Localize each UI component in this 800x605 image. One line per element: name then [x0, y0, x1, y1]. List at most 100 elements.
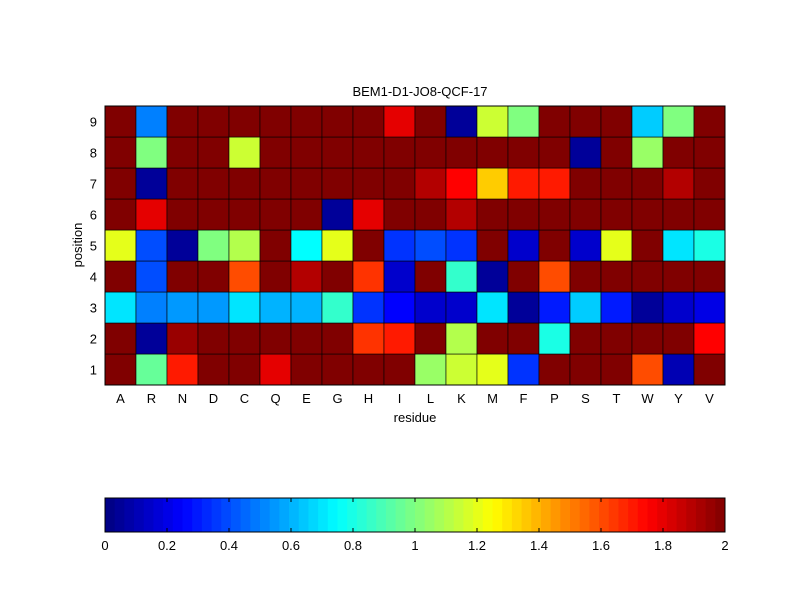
heatmap-cell-T-7	[600, 167, 633, 200]
heatmap-cell-Q-4	[259, 260, 292, 293]
x-tick-label: H	[364, 391, 373, 406]
x-tick-label: S	[581, 391, 590, 406]
heatmap-cell-T-4	[600, 260, 633, 293]
heatmap-cell-R-7	[135, 167, 168, 200]
x-tick-label: G	[332, 391, 342, 406]
heatmap-cell-V-2	[693, 322, 726, 355]
heatmap-cell-K-2	[445, 322, 478, 355]
heatmap-cell-F-3	[507, 291, 540, 324]
colorbar-strip	[143, 498, 154, 532]
heatmap-cell-K-5	[445, 229, 478, 262]
heatmap-cell-A-9	[104, 105, 137, 138]
colorbar-strip	[153, 498, 164, 532]
colorbar-strip	[589, 498, 600, 532]
heatmap-cell-P-3	[538, 291, 571, 324]
heatmap-cell-G-3	[321, 291, 354, 324]
heatmap-cell-E-8	[290, 136, 323, 169]
heatmap-cell-K-8	[445, 136, 478, 169]
heatmap-cell-W-1	[631, 353, 664, 386]
heatmap-cell-L-9	[414, 105, 447, 138]
heatmap-cell-S-4	[569, 260, 602, 293]
x-tick-label: E	[302, 391, 311, 406]
heatmap-cell-R-8	[135, 136, 168, 169]
heatmap-cell-I-2	[383, 322, 416, 355]
heatmap-cell-K-7	[445, 167, 478, 200]
y-tick-label: 5	[90, 239, 97, 254]
heatmap-cell-I-6	[383, 198, 416, 231]
heatmap-cell-H-3	[352, 291, 385, 324]
heatmap-cell-I-9	[383, 105, 416, 138]
colorbar-strip	[337, 498, 348, 532]
colorbar-strip	[463, 498, 474, 532]
heatmap-cell-I-1	[383, 353, 416, 386]
colorbar-tick-label: 1	[411, 538, 418, 553]
heatmap-cell-P-5	[538, 229, 571, 262]
heatmap-cell-H-6	[352, 198, 385, 231]
heatmap-cell-A-7	[104, 167, 137, 200]
x-tick-label: K	[457, 391, 466, 406]
x-tick-label: L	[427, 391, 434, 406]
heatmap-cell-R-9	[135, 105, 168, 138]
heatmap-cell-Q-8	[259, 136, 292, 169]
colorbar-strip	[230, 498, 242, 532]
colorbar-strip	[260, 498, 271, 532]
colorbar-strip	[240, 498, 251, 532]
heatmap-cell-S-5	[569, 229, 602, 262]
heatmap-cell-S-6	[569, 198, 602, 231]
heatmap-cell-Q-2	[259, 322, 292, 355]
heatmap-cell-S-2	[569, 322, 602, 355]
colorbar-tick-label: 0.2	[158, 538, 176, 553]
colorbar-strip	[279, 498, 290, 532]
x-tick-label: A	[116, 391, 125, 406]
heatmap-cell-A-5	[104, 229, 137, 262]
heatmap-cell-Q-6	[259, 198, 292, 231]
heatmap-cell-R-4	[135, 260, 168, 293]
heatmap-cell-A-8	[104, 136, 137, 169]
heatmap-cell-E-2	[290, 322, 323, 355]
heatmap-cell-L-3	[414, 291, 447, 324]
heatmap-cell-E-4	[290, 260, 323, 293]
colorbar-strip	[289, 498, 300, 532]
heatmap-cell-I-7	[383, 167, 416, 200]
heatmap-cell-H-9	[352, 105, 385, 138]
y-tick-label: 4	[90, 270, 97, 285]
x-tick-label: Q	[270, 391, 280, 406]
colorbar-strip	[366, 498, 377, 532]
heatmap-cell-M-5	[476, 229, 509, 262]
heatmap-cell-R-1	[135, 353, 168, 386]
heatmap-cell-V-4	[693, 260, 726, 293]
heatmap-cell-T-2	[600, 322, 633, 355]
heatmap-cell-N-6	[166, 198, 199, 231]
heatmap-cell-V-8	[693, 136, 726, 169]
heatmap-cell-C-7	[228, 167, 261, 200]
heatmap-cell-Y-2	[662, 322, 695, 355]
heatmap-cell-D-1	[197, 353, 230, 386]
x-axis-label: residue	[394, 410, 437, 425]
heatmap-cell-P-4	[538, 260, 571, 293]
heatmap-cell-W-9	[631, 105, 664, 138]
colorbar-strip	[482, 498, 493, 532]
x-tick-label: T	[613, 391, 621, 406]
colorbar-strip	[521, 498, 532, 532]
heatmap-cell-E-9	[290, 105, 323, 138]
heatmap-cell-C-1	[228, 353, 261, 386]
heatmap-cell-L-8	[414, 136, 447, 169]
y-tick-label: 6	[90, 208, 97, 223]
heatmap-cell-C-3	[228, 291, 261, 324]
heatmap-cell-T-1	[600, 353, 633, 386]
heatmap-cell-W-7	[631, 167, 664, 200]
colorbar	[105, 498, 726, 532]
colorbar-strip	[608, 498, 619, 532]
heatmap-cell-T-3	[600, 291, 633, 324]
heatmap-cell-M-8	[476, 136, 509, 169]
heatmap-cell-P-2	[538, 322, 571, 355]
heatmap-cell-Q-9	[259, 105, 292, 138]
heatmap-cell-L-4	[414, 260, 447, 293]
heatmap-cell-W-3	[631, 291, 664, 324]
heatmap-cell-E-6	[290, 198, 323, 231]
heatmap-cell-R-2	[135, 322, 168, 355]
colorbar-strip	[628, 498, 639, 532]
heatmap-cell-L-7	[414, 167, 447, 200]
heatmap-cell-N-8	[166, 136, 199, 169]
